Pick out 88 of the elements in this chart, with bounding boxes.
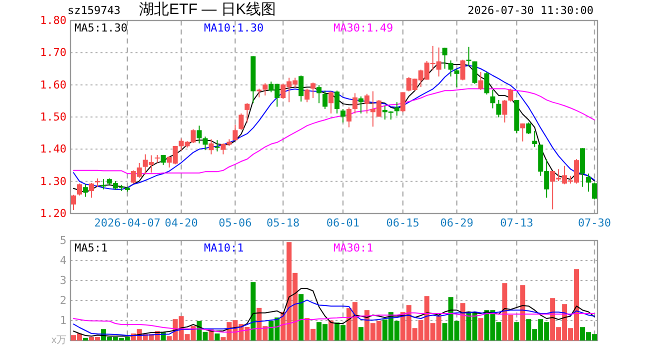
y-tick-label: 1.40 <box>40 142 66 156</box>
text: MA30:1.49 <box>334 22 394 34</box>
candlestick <box>70 194 76 210</box>
candlestick <box>100 178 106 190</box>
candlestick <box>262 82 268 96</box>
y-tick-label: 1.60 <box>40 78 66 92</box>
candlestick <box>592 182 598 200</box>
text: 2026-07-30 11:30:00 <box>468 4 594 17</box>
candlestick <box>238 112 244 131</box>
bar <box>358 327 364 340</box>
candlestick <box>484 71 490 95</box>
y-tick-label: 2 <box>60 294 66 307</box>
text: sz159743 <box>68 4 120 17</box>
x-tick-label: 05-06 <box>218 216 252 230</box>
y-tick-label: 1.30 <box>40 174 66 188</box>
candlestick <box>202 136 208 151</box>
text: MA10:1 <box>204 242 244 254</box>
candlestick <box>502 99 508 123</box>
candlestick <box>310 82 316 99</box>
candlestick <box>232 124 238 142</box>
candlestick <box>208 138 214 155</box>
x-tick-label: 04-20 <box>164 216 198 230</box>
line-series <box>72 300 596 336</box>
candlestick <box>508 88 514 102</box>
candlestick <box>490 89 496 109</box>
y-tick-label: 3 <box>60 274 66 287</box>
candlestick <box>352 92 358 114</box>
y-tick-label: 1 <box>60 314 66 327</box>
candlestick <box>214 140 220 152</box>
x-tick-label: 07-13 <box>500 216 534 230</box>
y-tick-label: 5 <box>60 234 66 247</box>
candlestick <box>520 122 526 142</box>
candlestick <box>478 71 484 90</box>
candlestick <box>346 106 352 128</box>
y-tick-label: 1.50 <box>40 110 66 124</box>
candlestick <box>496 99 502 118</box>
candlestick <box>340 108 346 123</box>
y-tick-label: 1.80 <box>40 14 66 27</box>
candlestick <box>244 102 250 123</box>
y-axis-title: x万 <box>52 335 66 346</box>
candlestick <box>364 93 370 114</box>
x-tick-label: 07-30 <box>578 216 612 230</box>
candlestick <box>448 60 454 77</box>
candlestick <box>316 84 322 104</box>
chart-title: 湖北ETF — 日K线图 <box>139 1 276 18</box>
candlestick <box>304 88 310 103</box>
candlestick <box>322 90 328 110</box>
bar <box>214 334 220 340</box>
bar <box>514 322 520 340</box>
bar <box>328 320 334 340</box>
candlestick <box>442 47 448 70</box>
bar <box>520 285 526 340</box>
y-tick-label: 1.20 <box>40 207 66 220</box>
candlestick <box>400 92 406 113</box>
x-tick-label: 2026-04-07 <box>94 216 161 230</box>
text: MA5:1 <box>74 242 108 254</box>
bar <box>250 282 256 340</box>
candlestick <box>460 59 466 81</box>
candlestick <box>334 90 340 114</box>
candlestick <box>196 125 202 144</box>
candlestick <box>532 130 538 148</box>
text: MA5:1.30 <box>74 22 128 34</box>
candlestick <box>358 96 364 114</box>
bar <box>460 303 466 340</box>
bar <box>82 338 88 340</box>
candlestick <box>526 122 532 135</box>
candlestick <box>88 182 94 198</box>
line-series <box>72 288 596 337</box>
candlestick <box>82 184 88 198</box>
candlestick <box>472 60 478 84</box>
candlestick <box>466 46 472 67</box>
candlestick <box>454 68 460 88</box>
x-tick-label: 06-15 <box>386 216 420 230</box>
y-tick-label: 4 <box>60 254 67 267</box>
candlestick <box>76 183 82 196</box>
bar <box>478 318 484 340</box>
x-tick-label: 06-29 <box>440 216 474 230</box>
candlestick <box>298 75 304 102</box>
candlestick <box>586 173 592 192</box>
line-series <box>72 312 596 333</box>
candlestick <box>394 102 400 116</box>
candlestick <box>328 90 334 114</box>
x-tick-label: 06-01 <box>326 216 360 230</box>
bar <box>298 294 304 340</box>
x-tick-label: 05-18 <box>266 216 300 230</box>
text: MA10:1.30 <box>204 22 264 34</box>
y-tick-label: 1.70 <box>40 46 66 60</box>
text: MA30:1 <box>334 242 374 254</box>
